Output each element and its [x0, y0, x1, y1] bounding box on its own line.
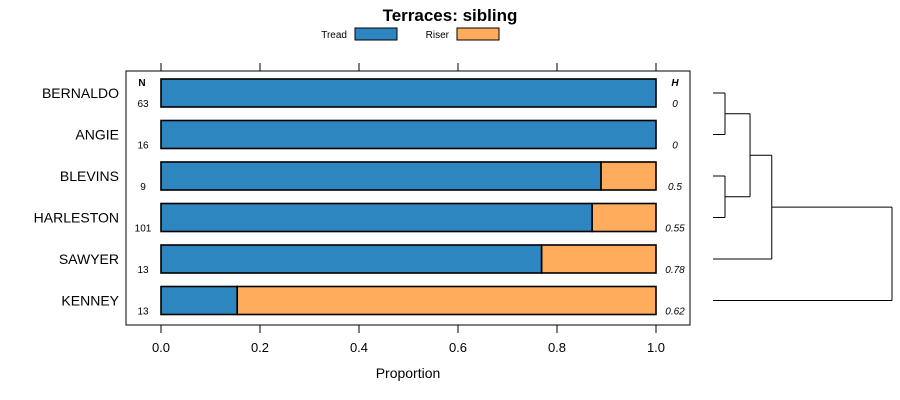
bar-tread-bernaldo: [160, 78, 657, 108]
x-tick-label: 0.6: [449, 340, 467, 355]
legend-label-riser: Riser: [426, 30, 450, 41]
n-value-angie: 16: [137, 141, 149, 152]
plot-frame: [125, 70, 691, 326]
h-value-harleston: 0.55: [665, 224, 685, 235]
n-value-sawyer: 13: [137, 265, 149, 276]
bar-tread-blevins: [160, 161, 602, 191]
category-label-harleston: HARLESTON: [34, 210, 119, 226]
bar-tread-sawyer: [160, 244, 543, 274]
category-label-bernaldo: BERNALDO: [42, 85, 119, 101]
dendrogram: [713, 92, 893, 301]
bar-riser-blevins: [600, 161, 657, 191]
n-value-blevins: 9: [140, 182, 146, 193]
bar-tread-kenney: [160, 285, 239, 316]
chart-title: Terraces: sibling: [383, 6, 518, 25]
x-tick-label: 0.0: [152, 340, 170, 355]
legend-swatch-riser: [456, 27, 500, 41]
bar-tread-angie: [160, 119, 657, 150]
h-value-angie: 0: [672, 141, 678, 152]
n-column-header: N: [138, 78, 145, 89]
n-value-bernaldo: 63: [137, 99, 149, 110]
legend-label-tread: Tread: [321, 30, 347, 41]
legend-swatch-tread: [354, 27, 398, 41]
x-tick-label: 1.0: [647, 340, 665, 355]
h-value-kenney: 0.62: [665, 307, 685, 318]
category-label-angie: ANGIE: [75, 127, 119, 143]
bar-riser-kenney: [236, 285, 657, 316]
legend: Tread Riser: [321, 27, 500, 41]
x-tick-label: 0.8: [548, 340, 566, 355]
bar-tread-harleston: [160, 202, 593, 233]
category-label-sawyer: SAWYER: [59, 251, 119, 267]
row-labels: BERNALDO 63 0 ANGIE 16 0 BLEVINS 9 0.5 HARLESTON 1…: [34, 85, 685, 318]
h-value-blevins: 0.5: [668, 182, 682, 193]
bar-riser-harleston: [591, 202, 657, 233]
x-axis: 0.0 0.2 0.4 0.6 0.8 1.0: [152, 63, 665, 355]
h-value-sawyer: 0.78: [665, 265, 685, 276]
bars: [160, 78, 657, 316]
h-column-header: H: [671, 78, 679, 89]
category-label-blevins: BLEVINS: [60, 168, 119, 184]
category-label-kenney: KENNEY: [61, 293, 119, 309]
n-value-harleston: 101: [135, 224, 152, 235]
x-axis-title: Proportion: [376, 365, 441, 381]
bar-riser-sawyer: [540, 244, 657, 274]
x-tick-label: 0.2: [251, 340, 269, 355]
h-value-bernaldo: 0: [672, 99, 678, 110]
x-tick-label: 0.4: [350, 340, 368, 355]
n-value-kenney: 13: [137, 307, 149, 318]
